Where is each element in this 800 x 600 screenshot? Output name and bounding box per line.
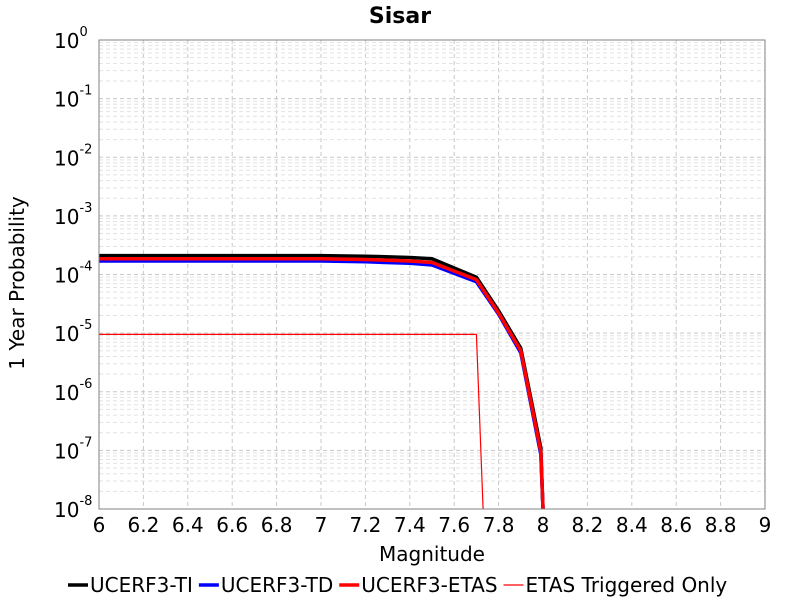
- x-tick-label: 6: [93, 513, 106, 537]
- y-tick-label: 10-5: [54, 318, 92, 346]
- x-tick-label: 6.2: [127, 513, 159, 537]
- y-tick-label: 10-8: [54, 494, 92, 522]
- y-tick-label: 100: [54, 25, 88, 53]
- plot-frame: [98, 39, 766, 510]
- legend-label: UCERF3-TD: [221, 573, 333, 597]
- series-line-ucerf3-etas: [99, 257, 545, 510]
- x-tick-label: 9: [759, 513, 772, 537]
- x-tick-label: 8.6: [660, 513, 692, 537]
- chart-title: Sisar: [369, 4, 431, 29]
- x-tick-label: 7.8: [483, 513, 515, 537]
- series-line-etas-triggered-only: [99, 333, 484, 510]
- x-tick-labels: 6 6.2 6.4 6.6 6.8 7 7.2 7.4 7.6 7.8 8 8.2 8.4 8.6 8.8 9: [93, 513, 772, 537]
- legend-label: UCERF3-TI: [90, 573, 193, 597]
- y-tick-label: 10-1: [54, 84, 92, 112]
- x-tick-label: 8: [537, 513, 550, 537]
- x-tick-label: 6.4: [172, 513, 204, 537]
- y-tick-labels: 100 10-1 10-2 10-3 10-4 10-5 10-6 10-7 10-8: [54, 25, 92, 522]
- x-tick-label: 7: [315, 513, 328, 537]
- x-tick-label: 6.8: [261, 513, 293, 537]
- y-axis-label: 1 Year Probability: [5, 196, 29, 370]
- y-tick-label: 10-4: [54, 260, 92, 288]
- y-tick-label: 10-7: [54, 435, 92, 463]
- y-tick-label: 10-2: [54, 142, 92, 170]
- legend: UCERF3-TI UCERF3-TD UCERF3-ETAS ETAS Trigge…: [68, 573, 727, 597]
- series-layer: [99, 253, 545, 510]
- legend-label: UCERF3-ETAS: [361, 573, 497, 597]
- x-tick-label: 8.2: [571, 513, 603, 537]
- x-tick-label: 8.8: [705, 513, 737, 537]
- x-axis-label: Magnitude: [379, 542, 485, 566]
- x-tick-label: 7.4: [394, 513, 426, 537]
- y-tick-label: 10-3: [54, 201, 92, 229]
- x-tick-label: 7.2: [349, 513, 381, 537]
- x-tick-label: 7.6: [438, 513, 470, 537]
- x-tick-label: 8.4: [616, 513, 648, 537]
- y-tick-label: 10-6: [54, 377, 92, 405]
- x-tick-label: 6.6: [216, 513, 248, 537]
- legend-label: ETAS Triggered Only: [526, 573, 728, 597]
